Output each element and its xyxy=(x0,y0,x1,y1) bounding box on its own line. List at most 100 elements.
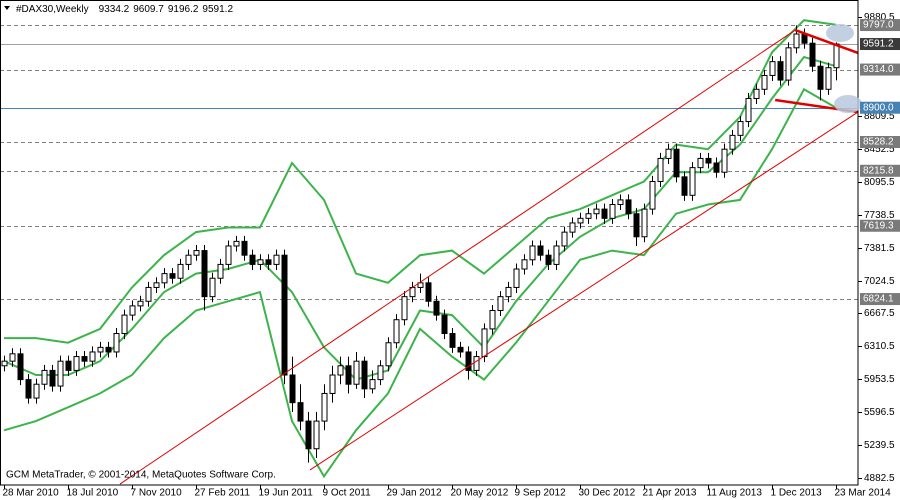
chart-title: #DAX30,Weekly 9334.2 9609.7 9196.2 9591.2 xyxy=(16,4,233,15)
candle-body xyxy=(417,282,424,288)
candle-body xyxy=(345,365,352,385)
candle-body xyxy=(201,250,208,298)
level-label: 9314.0 xyxy=(863,64,894,75)
candle-body xyxy=(193,250,200,256)
candle-body xyxy=(25,379,32,399)
trend-line xyxy=(794,28,859,55)
candle-body xyxy=(545,254,552,265)
candle-body xyxy=(169,273,176,279)
y-tick-label: 5239.5 xyxy=(864,440,895,451)
price-label: 9591.2 xyxy=(863,39,894,50)
candle-body xyxy=(385,342,392,367)
candle-body xyxy=(129,305,136,316)
candle-body xyxy=(489,309,496,330)
trend-line xyxy=(119,29,796,485)
candle-body xyxy=(473,356,480,371)
level-box xyxy=(860,63,900,76)
level-label: 9797.0 xyxy=(863,20,894,31)
candle-body xyxy=(305,420,312,450)
x-tick-label: 19 Jun 2011 xyxy=(259,488,314,499)
candle-body xyxy=(225,245,232,265)
candle-body xyxy=(369,379,376,390)
candle-body xyxy=(433,300,440,316)
x-tick-label: 28 Mar 2010 xyxy=(3,488,60,499)
candle-body xyxy=(497,296,504,311)
candle-body xyxy=(65,360,72,371)
candle-body xyxy=(593,208,600,215)
candle-body xyxy=(617,199,624,205)
candle-body xyxy=(553,245,560,265)
level-box xyxy=(860,19,900,32)
candle-body xyxy=(833,43,840,69)
candle-body xyxy=(161,273,168,284)
candle-body xyxy=(633,213,640,238)
candle-body xyxy=(209,277,216,298)
candle-body xyxy=(641,208,648,238)
candle-body xyxy=(657,157,664,182)
candle-body xyxy=(729,134,736,150)
copyright: GCM MetaTrader, © 2001-2014, MetaQuotes … xyxy=(6,470,276,481)
candle-body xyxy=(481,328,488,358)
candle-body xyxy=(737,121,744,136)
candle-body xyxy=(465,351,472,371)
candle-body xyxy=(513,268,520,288)
candle-body xyxy=(425,282,432,302)
candle-body xyxy=(33,383,40,399)
candle-body xyxy=(313,420,320,450)
candle-body xyxy=(505,286,512,298)
level-label: 8215.8 xyxy=(863,165,894,176)
level-box xyxy=(860,219,900,232)
candle-body xyxy=(81,356,88,362)
candle-body xyxy=(337,365,344,376)
candle-body xyxy=(257,259,264,265)
candle-body xyxy=(577,217,584,224)
y-tick-label: 6667.5 xyxy=(864,308,895,319)
candle-body xyxy=(609,203,616,219)
candle-body xyxy=(89,351,96,362)
candle-body xyxy=(793,33,800,49)
candle-body xyxy=(137,300,144,307)
level-label: 8528.2 xyxy=(863,137,894,148)
candle-body xyxy=(145,286,152,302)
trend-line xyxy=(309,111,859,471)
y-tick-label: 5596.5 xyxy=(864,407,895,418)
y-tick-label: 7738.5 xyxy=(864,210,895,221)
candle-body xyxy=(441,314,448,335)
y-tick-label: 9880.5 xyxy=(864,12,895,23)
candle-body xyxy=(153,282,160,288)
candle-body xyxy=(249,254,256,265)
candle-body xyxy=(585,213,592,219)
band-upper xyxy=(4,19,837,344)
candle-body xyxy=(185,254,192,265)
candle-body xyxy=(665,148,672,159)
y-tick-label: 7024.5 xyxy=(864,276,895,287)
candle-body xyxy=(649,180,656,210)
highlight-ellipse xyxy=(826,24,854,42)
candle-body xyxy=(289,374,296,404)
candle-body xyxy=(361,360,368,390)
level-box xyxy=(860,101,900,114)
candle-body xyxy=(537,245,544,256)
x-tick-label: 18 Jul 2010 xyxy=(67,488,119,499)
x-tick-label: 23 Mar 2014 xyxy=(835,488,892,499)
candle-body xyxy=(817,65,824,90)
candle-body xyxy=(377,365,384,381)
x-tick-label: 11 Aug 2013 xyxy=(707,488,763,499)
candle-body xyxy=(401,296,408,321)
candle-body xyxy=(721,148,728,173)
level-box xyxy=(860,293,900,306)
level-label: 6824.1 xyxy=(863,294,894,305)
candle-body xyxy=(113,333,120,353)
candle-body xyxy=(105,346,112,353)
plot-area xyxy=(0,19,859,485)
candle-body xyxy=(689,167,696,196)
candle-body xyxy=(17,353,24,381)
high-price: 9609.7 xyxy=(133,4,164,15)
candle-body xyxy=(281,254,288,376)
price-box xyxy=(860,38,900,51)
candle-body xyxy=(457,346,464,353)
x-tick-label: 27 Feb 2011 xyxy=(195,488,251,499)
candle-body xyxy=(9,353,16,362)
candle-body xyxy=(41,369,48,385)
candle-body xyxy=(241,240,248,256)
